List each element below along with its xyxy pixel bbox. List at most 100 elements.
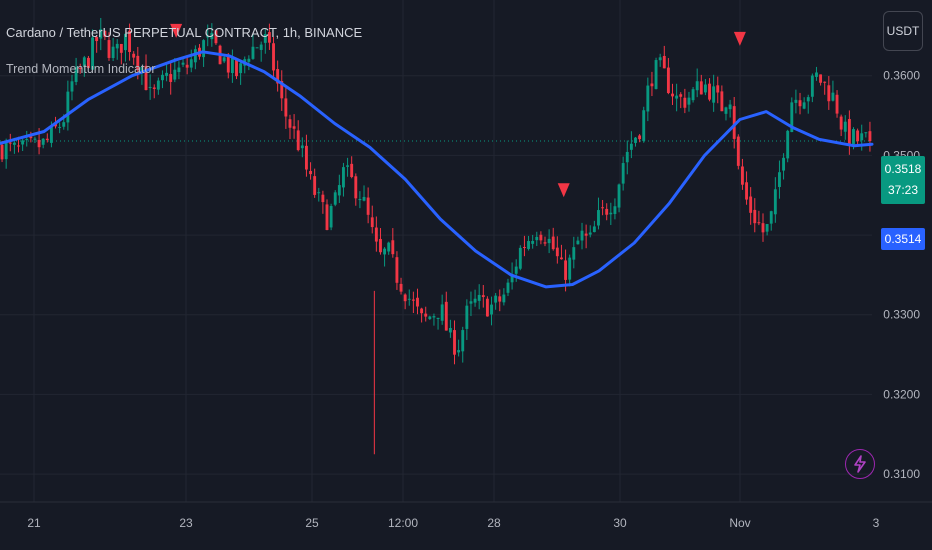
candle-body — [662, 55, 666, 69]
currency-button[interactable]: USDT — [883, 11, 923, 51]
candle-body — [518, 247, 522, 269]
candle — [728, 99, 732, 118]
lightning-bolt-icon[interactable] — [845, 449, 875, 479]
candle — [185, 56, 189, 75]
candle — [148, 74, 152, 100]
candle — [625, 140, 629, 175]
candle-body — [379, 238, 382, 253]
candle-body — [103, 30, 107, 37]
candle-body — [695, 81, 699, 91]
last-price-value: 0.3518 — [884, 162, 922, 176]
candle — [152, 84, 156, 99]
indicator-label[interactable]: Trend Momentum Indicator — [6, 62, 156, 76]
candle — [662, 45, 666, 69]
candle-body — [272, 43, 275, 71]
candle — [284, 86, 288, 129]
candle — [78, 63, 82, 74]
candle-body — [802, 102, 806, 109]
candle — [839, 114, 843, 137]
candle-body — [761, 223, 765, 233]
candle-body — [111, 46, 115, 59]
candle — [107, 32, 111, 61]
candle — [810, 73, 814, 103]
candle-body — [601, 207, 605, 209]
sell-signal-series — [170, 23, 746, 198]
candle — [580, 222, 584, 250]
candle-body — [366, 197, 370, 215]
candle — [506, 278, 510, 297]
candle — [45, 133, 49, 143]
candle-body — [4, 142, 8, 160]
candle-body — [181, 62, 185, 65]
candle-body — [276, 69, 280, 84]
candle-body — [37, 139, 41, 148]
candle-body — [66, 91, 70, 123]
candle — [329, 203, 333, 231]
candle-body — [173, 69, 177, 80]
candle — [173, 58, 177, 83]
candle-body — [457, 350, 461, 353]
candle — [481, 285, 485, 308]
time-axis[interactable]: 21 23 25 12:00 28 30 Nov 3 — [27, 516, 879, 530]
candle-body — [798, 100, 802, 107]
candle — [605, 203, 609, 221]
candle — [304, 134, 308, 177]
candle — [716, 76, 720, 104]
candle-body — [539, 234, 543, 241]
price-tick-label: 0.3200 — [883, 387, 920, 401]
candle — [461, 326, 465, 363]
candle-body — [387, 242, 391, 252]
candle-body — [555, 247, 559, 257]
candle-body — [25, 139, 29, 141]
candle — [712, 74, 716, 112]
candle-body — [395, 257, 399, 283]
candle-body — [374, 227, 378, 242]
candle-body — [560, 257, 563, 260]
candle — [259, 41, 263, 62]
candle — [856, 128, 860, 147]
candle-body — [740, 166, 744, 185]
candle-body — [522, 247, 526, 249]
candle-body — [810, 75, 814, 97]
candle — [634, 136, 637, 147]
candle — [156, 77, 160, 95]
candle — [424, 306, 428, 322]
candle — [522, 235, 526, 257]
candle-body — [584, 233, 588, 236]
candle — [695, 68, 699, 98]
candle — [358, 191, 362, 209]
candle-body — [613, 206, 617, 214]
candle-body — [292, 126, 296, 129]
candle-body — [514, 266, 518, 274]
candle — [835, 90, 839, 118]
candle-body — [383, 248, 387, 255]
candle-body — [708, 83, 711, 100]
candle-body — [527, 241, 530, 249]
candle-body — [605, 208, 609, 215]
candle — [773, 177, 777, 223]
candle — [296, 120, 300, 152]
sell-signal-marker — [170, 23, 183, 38]
candle — [703, 78, 707, 96]
last-price-tag: 0.3518 37:23 — [881, 156, 925, 204]
candle — [325, 199, 329, 231]
candle — [144, 54, 148, 91]
candle — [671, 83, 674, 105]
candle — [601, 199, 605, 216]
candle-body — [177, 67, 181, 73]
candle — [206, 24, 210, 47]
candlestick-series — [0, 17, 872, 455]
time-tick-label: 12:00 — [388, 516, 418, 530]
candle — [588, 225, 592, 238]
symbol-title[interactable]: Cardano / TetherUS PERPETUAL CONTRACT, 1… — [6, 25, 363, 40]
candle-body — [296, 130, 300, 151]
candle-body — [806, 97, 810, 102]
candle — [691, 87, 695, 103]
candle — [465, 299, 469, 340]
candle — [428, 315, 432, 321]
candle-body — [210, 32, 214, 40]
candle — [165, 63, 169, 82]
candle-body — [625, 151, 629, 163]
